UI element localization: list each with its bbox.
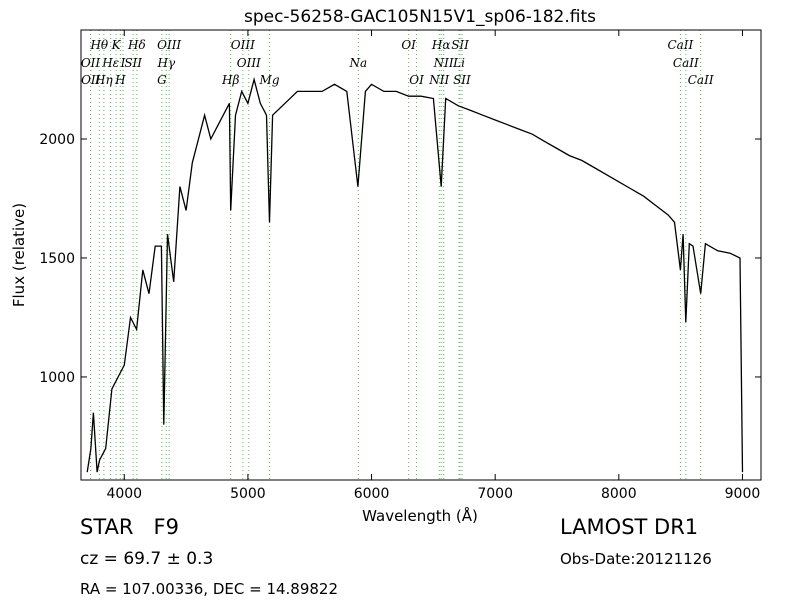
spectral-line-label: SII bbox=[453, 73, 471, 87]
spectral-line-label: Hε bbox=[101, 56, 119, 70]
spectral-line-label: OI bbox=[401, 38, 416, 52]
x-axis-label: Wavelength (Å) bbox=[362, 506, 478, 525]
spectral-line-label: Mg bbox=[259, 73, 280, 87]
spectral-line-label: CaII bbox=[673, 56, 699, 70]
survey: LAMOST DR1 bbox=[560, 515, 698, 539]
spectral-line-label: OII bbox=[81, 73, 101, 87]
spectral-line-label: CaII bbox=[667, 38, 693, 52]
x-tick-label: 9000 bbox=[725, 486, 761, 502]
spectral-line-label: Hη bbox=[94, 73, 113, 87]
object-type: STAR F9 bbox=[80, 515, 179, 539]
y-tick-label: 1000 bbox=[39, 370, 75, 386]
x-tick-label: 8000 bbox=[601, 486, 637, 502]
spectral-line-label: Hβ bbox=[221, 73, 239, 87]
spectral-line-label: Hγ bbox=[156, 56, 175, 70]
spectrum-line bbox=[86, 76, 744, 473]
redshift: cz = 69.7 ± 0.3 bbox=[80, 549, 213, 569]
spectral-line-label: OI bbox=[409, 73, 424, 87]
spectral-line-label: I bbox=[120, 56, 126, 70]
spectral-line-label: H bbox=[114, 73, 126, 87]
spectral-line-label: Hδ bbox=[127, 38, 146, 52]
spectral-line-label: OIII bbox=[231, 38, 255, 52]
x-tick-label: 7000 bbox=[477, 486, 513, 502]
spectral-line-label: NII bbox=[433, 56, 454, 70]
y-tick-label: 2000 bbox=[39, 132, 75, 148]
obs-date: Obs-Date:20121126 bbox=[560, 550, 712, 568]
spectral-line-label: Hθ bbox=[89, 38, 108, 52]
spectral-line-label: G bbox=[157, 73, 167, 87]
spectral-line-label: Hα bbox=[431, 38, 451, 52]
coordinates: RA = 107.00336, DEC = 14.89822 bbox=[80, 580, 338, 598]
spectral-line-label: K bbox=[111, 38, 122, 52]
spectral-line-label: OIII bbox=[237, 56, 261, 70]
spectral-line-label: SII bbox=[124, 56, 142, 70]
chart-title: spec-56258-GAC105N15V1_sp06-182.fits bbox=[244, 7, 596, 27]
spectral-line-label: NII bbox=[428, 73, 449, 87]
spectral-line-label: OIII bbox=[157, 38, 181, 52]
x-tick-label: 6000 bbox=[354, 486, 390, 502]
y-axis-label: Flux (relative) bbox=[10, 203, 28, 307]
spectral-line-label: Na bbox=[348, 56, 367, 70]
spectral-line-label: Li bbox=[452, 56, 465, 70]
x-tick-label: 4000 bbox=[106, 486, 142, 502]
plot-frame bbox=[80, 29, 762, 481]
spectral-line-label: SII bbox=[451, 38, 469, 52]
spectral-line-label: CaII bbox=[688, 73, 714, 87]
x-tick-label: 5000 bbox=[230, 486, 266, 502]
y-tick-label: 1500 bbox=[39, 251, 75, 267]
